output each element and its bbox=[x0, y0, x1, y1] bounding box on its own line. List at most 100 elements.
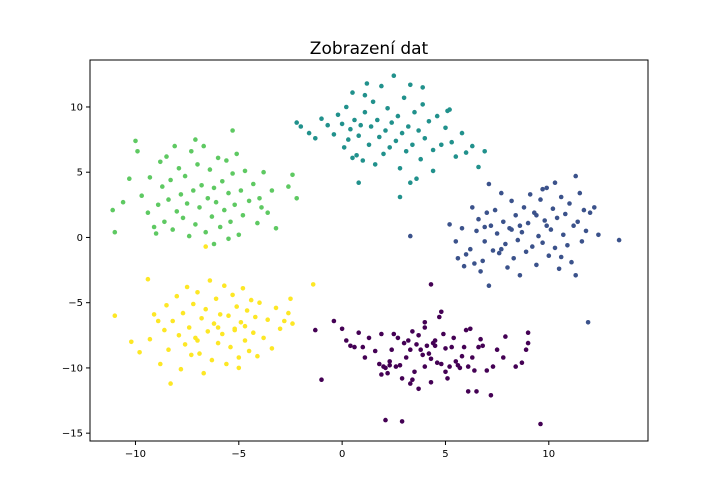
data-point bbox=[525, 340, 531, 346]
data-point bbox=[389, 347, 395, 353]
data-point bbox=[170, 318, 175, 324]
data-point bbox=[375, 117, 380, 123]
data-point bbox=[544, 185, 549, 191]
data-point bbox=[457, 365, 463, 371]
data-point bbox=[184, 201, 190, 206]
data-point bbox=[139, 193, 144, 198]
data-point bbox=[294, 120, 300, 125]
data-point bbox=[331, 318, 337, 324]
data-point bbox=[251, 330, 256, 336]
data-point bbox=[178, 366, 184, 372]
data-point bbox=[430, 147, 436, 153]
data-point bbox=[449, 344, 455, 350]
data-point bbox=[509, 227, 514, 232]
data-point bbox=[428, 356, 434, 362]
data-point bbox=[412, 369, 417, 375]
data-point bbox=[451, 335, 457, 341]
data-point bbox=[259, 205, 264, 210]
data-point bbox=[420, 85, 426, 90]
data-point bbox=[207, 278, 213, 283]
x-tick-label: 5 bbox=[442, 449, 448, 460]
data-point bbox=[558, 254, 564, 260]
data-point bbox=[389, 120, 395, 125]
data-point bbox=[155, 202, 161, 208]
data-point bbox=[228, 219, 233, 225]
data-point bbox=[525, 330, 531, 336]
data-point bbox=[236, 355, 242, 360]
data-point bbox=[222, 207, 227, 213]
data-point bbox=[199, 183, 204, 188]
data-point bbox=[385, 106, 390, 111]
data-point bbox=[397, 363, 403, 368]
data-point bbox=[261, 335, 266, 341]
data-point bbox=[565, 243, 570, 248]
data-point bbox=[257, 300, 262, 306]
data-point bbox=[189, 352, 194, 358]
data-point bbox=[410, 377, 415, 383]
data-point bbox=[416, 128, 421, 133]
data-point bbox=[406, 124, 411, 129]
data-point bbox=[397, 194, 403, 200]
data-point bbox=[587, 210, 593, 215]
data-point bbox=[486, 283, 492, 289]
data-point bbox=[199, 316, 204, 321]
data-point bbox=[205, 329, 211, 334]
data-point bbox=[201, 370, 206, 376]
data-point bbox=[534, 262, 539, 268]
data-point bbox=[368, 124, 374, 129]
data-point bbox=[449, 139, 455, 145]
data-point bbox=[501, 355, 506, 360]
data-point bbox=[482, 224, 488, 230]
data-point bbox=[501, 219, 506, 225]
data-point bbox=[344, 338, 349, 343]
data-point bbox=[397, 166, 403, 171]
data-point bbox=[523, 249, 529, 255]
data-point bbox=[286, 184, 291, 189]
data-point bbox=[550, 206, 556, 211]
data-point bbox=[182, 342, 188, 347]
data-point bbox=[346, 137, 351, 142]
data-point bbox=[482, 149, 488, 154]
data-point bbox=[203, 306, 208, 312]
data-point bbox=[426, 119, 432, 124]
data-point bbox=[490, 364, 496, 369]
data-point bbox=[166, 197, 171, 202]
data-point bbox=[313, 136, 318, 141]
data-point bbox=[242, 168, 248, 174]
data-point bbox=[461, 263, 467, 269]
data-point bbox=[236, 365, 242, 371]
data-point bbox=[362, 92, 368, 98]
data-point bbox=[470, 205, 475, 210]
data-point bbox=[536, 233, 541, 239]
y-tick-label: −5 bbox=[68, 298, 83, 309]
data-point bbox=[499, 190, 504, 196]
data-point bbox=[432, 343, 438, 349]
data-point bbox=[162, 327, 167, 333]
data-point bbox=[180, 215, 186, 221]
data-point bbox=[356, 180, 362, 185]
data-point bbox=[269, 188, 275, 193]
data-point bbox=[579, 239, 585, 244]
data-point bbox=[525, 220, 531, 226]
data-point bbox=[513, 213, 518, 218]
data-point bbox=[151, 312, 157, 317]
x-tick-label: −10 bbox=[125, 449, 146, 460]
data-point bbox=[499, 246, 504, 252]
data-point bbox=[480, 343, 486, 349]
data-point bbox=[265, 210, 271, 215]
data-point bbox=[354, 153, 359, 158]
data-point bbox=[362, 355, 368, 360]
data-point bbox=[420, 352, 426, 358]
data-point bbox=[215, 325, 221, 330]
data-point bbox=[383, 128, 388, 133]
data-point bbox=[244, 308, 250, 313]
data-point bbox=[563, 211, 568, 217]
data-point bbox=[350, 155, 355, 161]
data-point bbox=[209, 214, 215, 219]
data-point bbox=[387, 363, 393, 368]
data-point bbox=[176, 333, 182, 338]
data-point bbox=[472, 261, 477, 266]
data-point bbox=[453, 154, 459, 159]
data-point bbox=[410, 329, 415, 334]
